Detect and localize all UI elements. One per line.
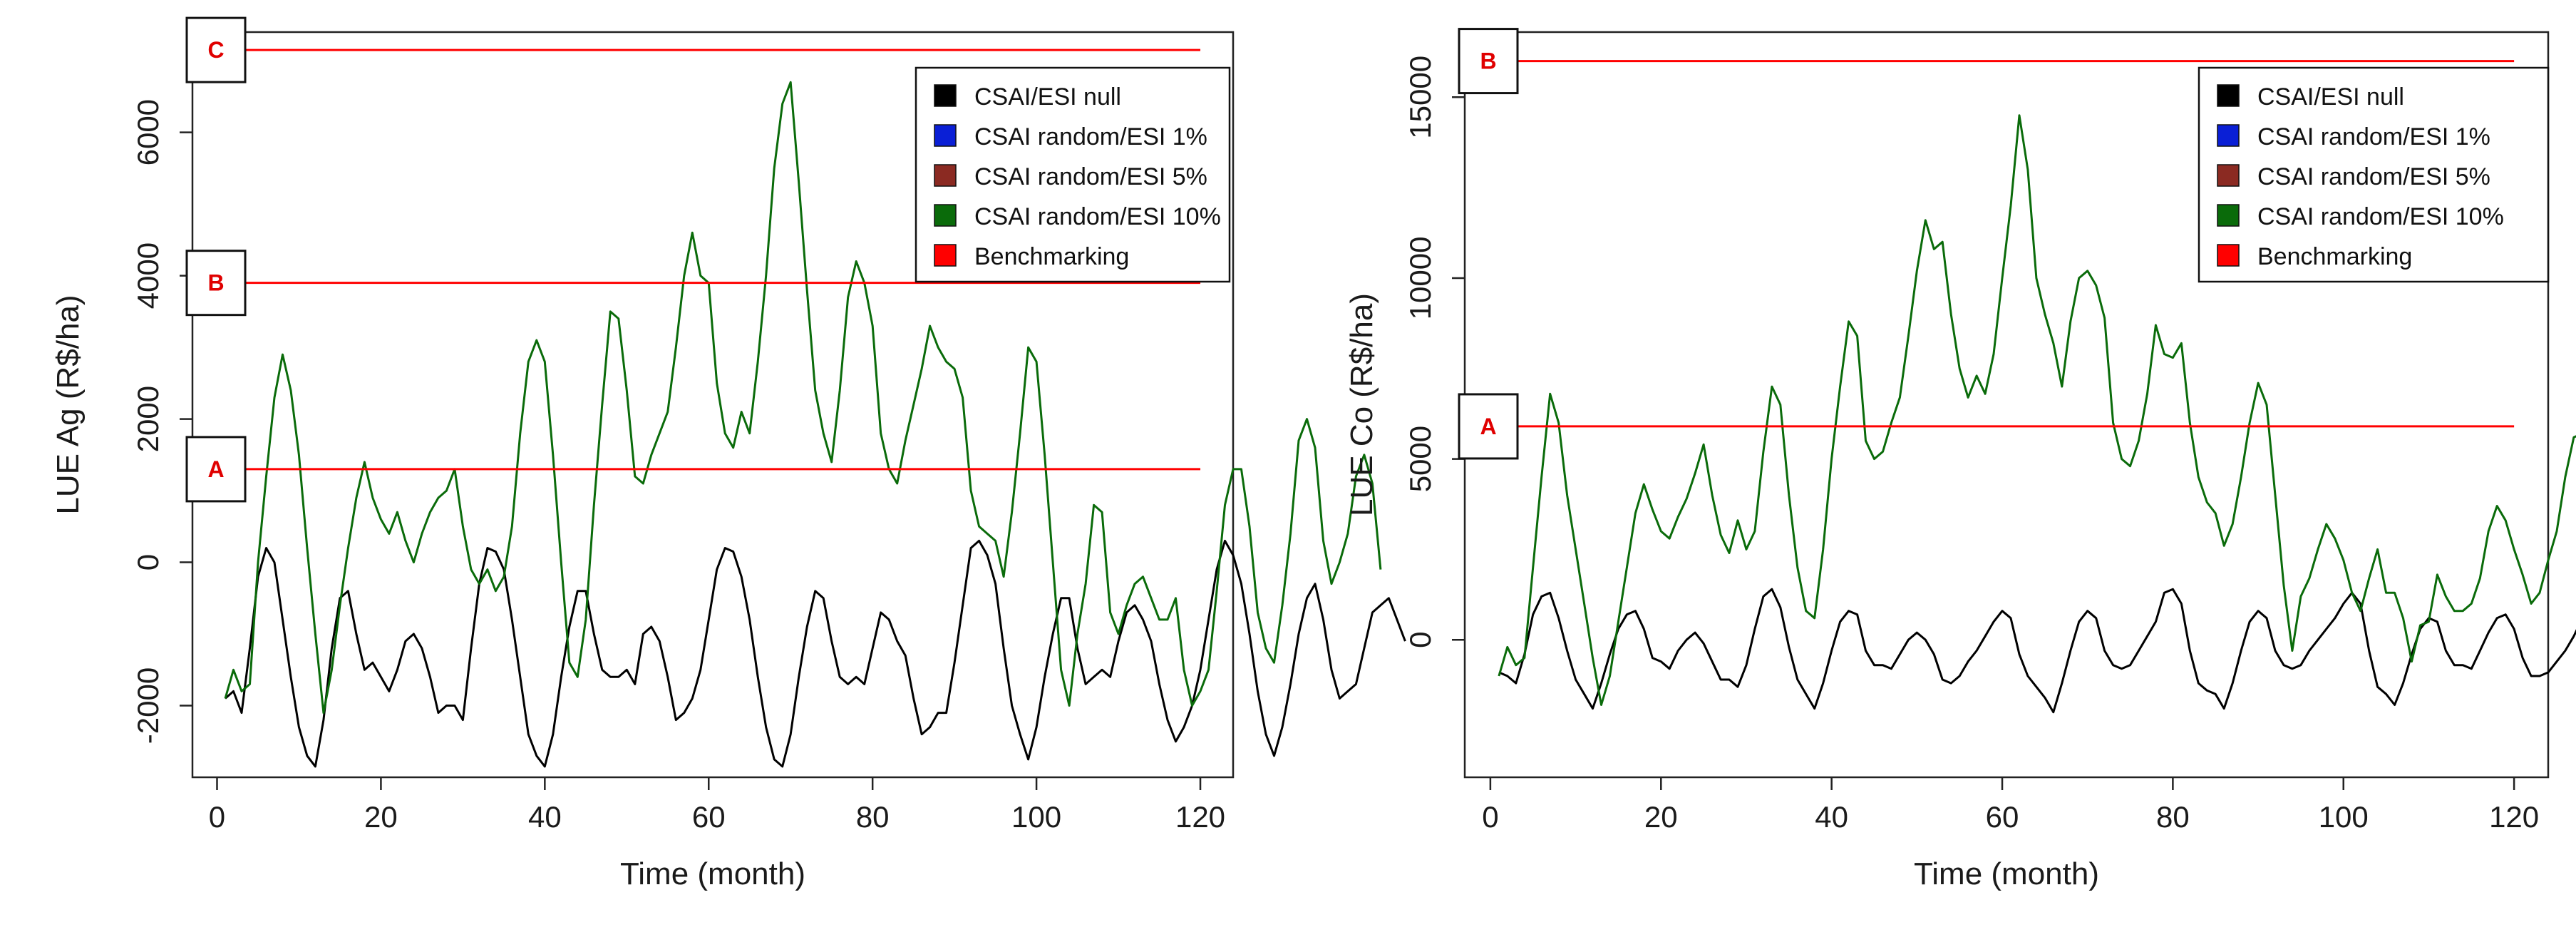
benchmark-label-c: C [207, 37, 224, 63]
legend-swatch [2217, 124, 2240, 147]
legend-label: CSAI random/ESI 5% [974, 163, 1207, 190]
y-axis: 0 5000 10000 15000 [1403, 56, 1465, 648]
plot-frame [191, 31, 1235, 779]
legend-swatch [934, 84, 957, 107]
y-tick-label: 5000 [1403, 426, 1437, 492]
y-tick-label: 2000 [131, 386, 165, 452]
legend-label: CSAI random/ESI 1% [2257, 123, 2490, 150]
x-tick-label: 60 [692, 800, 726, 834]
legend-label: Benchmarking [974, 243, 1129, 270]
legend-swatch [2217, 204, 2240, 227]
y-tick-label: 10000 [1403, 237, 1437, 320]
legend: CSAI/ESI null CSAI random/ESI 1% CSAI rand… [915, 66, 1231, 283]
series-line-csai-esi-null [1498, 588, 2576, 714]
x-axis: 0 20 40 60 80 100 120 [209, 777, 1225, 834]
legend-box [2198, 66, 2550, 283]
x-tick-label: 0 [209, 800, 225, 834]
y-tick-label: 15000 [1403, 56, 1437, 139]
legend-label: Benchmarking [2257, 243, 2412, 270]
benchmark-label-box-b [1458, 28, 1519, 95]
y-tick-label: 0 [131, 554, 165, 570]
panel-lue-ag: 0 20 40 60 80 100 120 Time (month) -2000 0 2000 400… [51, 16, 1406, 891]
x-tick-label: 40 [528, 800, 562, 834]
x-tick-label: 100 [2319, 800, 2369, 834]
series-line-csai-random-esi-10- [224, 81, 1382, 715]
x-axis-title: Time (month) [620, 856, 805, 891]
legend-swatch [2217, 84, 2240, 107]
y-axis: -2000 0 2000 4000 6000 [131, 99, 192, 744]
benchmark-label-box-a [1458, 393, 1519, 460]
legend-label: CSAI random/ESI 5% [2257, 163, 2490, 190]
series-group [1498, 114, 2576, 714]
legend-box [915, 66, 1231, 283]
legend-label: CSAI random/ESI 10% [2257, 203, 2504, 230]
series-line-csai-random-esi-10- [1498, 114, 2576, 706]
x-tick-label: 20 [1644, 800, 1678, 834]
benchmark-label-a: A [207, 456, 224, 482]
x-axis-title: Time (month) [1914, 856, 2099, 891]
x-tick-label: 120 [1175, 800, 1225, 834]
benchmark-label-box-a [185, 436, 247, 503]
x-tick-label: 40 [1815, 800, 1848, 834]
legend-swatch [934, 204, 957, 227]
x-tick-label: 80 [2156, 800, 2190, 834]
legend-label: CSAI random/ESI 1% [974, 123, 1207, 150]
legend: CSAI/ESI null CSAI random/ESI 1% CSAI rand… [2198, 66, 2550, 283]
series-group [224, 81, 1406, 768]
y-axis-title: LUE Ag (R$/ha) [51, 295, 86, 514]
x-tick-label: 0 [1482, 800, 1498, 834]
benchmarks: A B C [185, 16, 1201, 503]
y-tick-label: -2000 [131, 667, 165, 744]
y-axis-title: LUE Co (R$/ha) [1344, 293, 1379, 516]
y-tick-label: 0 [1403, 632, 1437, 648]
x-tick-label: 120 [2489, 800, 2539, 834]
x-tick-label: 100 [1011, 800, 1061, 834]
benchmark-label-box-c [185, 16, 247, 83]
legend-swatch [2217, 244, 2240, 267]
benchmark-label-b: B [207, 270, 224, 296]
x-tick-label: 20 [364, 800, 398, 834]
legend-label: CSAI random/ESI 10% [974, 203, 1221, 230]
benchmark-label-box-b [185, 250, 247, 317]
benchmark-label-b: B [1480, 48, 1496, 74]
benchmarks: AB [1458, 28, 2515, 460]
benchmark-label-a: A [1480, 414, 1496, 439]
x-tick-label: 60 [1986, 800, 2019, 834]
legend-swatch [934, 244, 957, 267]
panel-lue-co: 0 20 40 60 80 100 120 Time (month) 0 5000 10000 150… [1344, 28, 2576, 891]
legend-swatch [934, 124, 957, 147]
y-tick-label: 4000 [131, 242, 165, 309]
legend-label: CSAI/ESI null [2257, 83, 2404, 111]
legend-swatch [934, 164, 957, 187]
x-tick-label: 80 [856, 800, 890, 834]
x-axis: 0 20 40 60 80 100 120 [1482, 777, 2539, 834]
series-line-csai-esi-null [225, 539, 1406, 768]
legend-swatch [2217, 164, 2240, 187]
legend-label: CSAI/ESI null [974, 83, 1121, 111]
y-tick-label: 6000 [131, 99, 165, 165]
